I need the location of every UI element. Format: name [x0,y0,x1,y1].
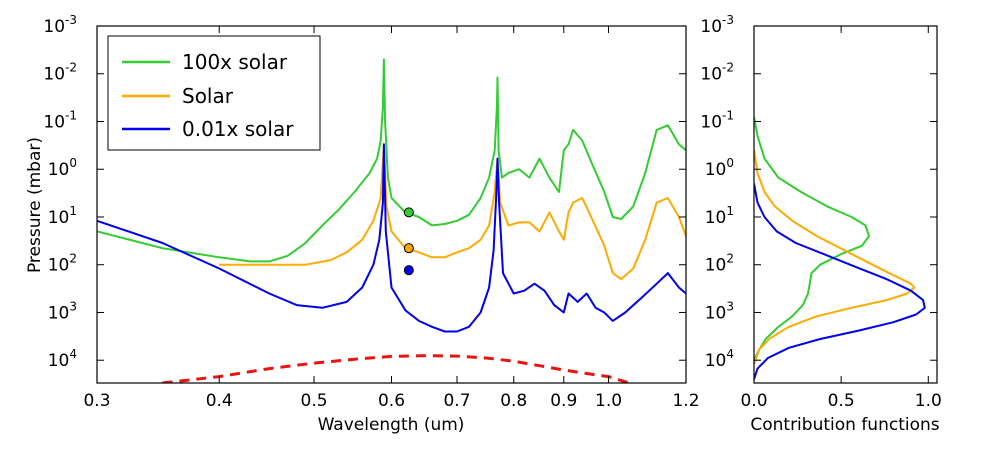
spectrum-y-tick-label: 100 [48,156,77,180]
spectrum-x-tick-label: 0.6 [378,391,405,411]
legend: 100x solar Solar 0.01x solar [107,35,321,151]
contribution-y-tick-label: 104 [705,347,734,371]
spectrum-y-tick-label: 102 [48,252,77,276]
contribution-y-tick-label: 100 [705,156,734,180]
spectrum-y-tick-label: 101 [48,204,77,228]
spectrum-y-tick-label: 104 [48,347,77,371]
spectrum-x-axis-label: Wavelength (um) [318,415,465,435]
spectrum-x-tick-label: 0.4 [206,391,233,411]
spectrum-x-tick-label: 0.7 [443,391,470,411]
spectrum-y-tick-label: 10-3 [43,13,77,37]
spectrum-solar-line [219,143,686,281]
spectrum-y-axis-label: Pressure (mbar) [25,137,45,273]
contribution-x-ticks: 0.0 0.5 1.0 [740,26,942,411]
contribution-y-tick-label: 10-3 [700,13,734,37]
legend-label-0-01x-solar: 0.01x solar [182,117,294,141]
contribution-series-group [754,116,926,380]
spectrum-x-tick-label: 0.9 [550,391,577,411]
reference-marker [403,207,414,218]
contribution-y-ticks: 10-3 10-2 10-1 100 101 102 103 104 [700,13,937,371]
spectrum-x-tick-label: 1.2 [672,391,699,411]
spectrum-y-tick-label: 10-2 [43,61,77,85]
contribution-y-tick-label: 10-2 [700,61,734,85]
contribution-y-tick-label: 101 [705,204,734,228]
contribution-x-tick-label: 1.0 [915,391,942,411]
contribution-x-axis-label: Contribution functions [750,415,939,435]
contribution-y-tick-label: 103 [705,299,734,323]
spectrum-series-group [97,58,686,383]
contribution-y-tick-label: 102 [705,252,734,276]
spectrum-y-tick-label: 10-1 [43,108,77,132]
spectrum-x-tick-label: 0.5 [301,391,328,411]
spectrum-panel: 0.3 0.4 0.5 0.6 0.7 0.8 0.9 1.0 1.2 10-3 10-2 10-1… [25,13,700,435]
contribution-plot-frame [753,25,938,384]
contribution-y-tick-label: 10-1 [700,108,734,132]
reference-marker [403,243,414,254]
spectrum-x-ticks: 0.3 0.4 0.5 0.6 0.7 0.8 0.9 1.0 1.2 [83,26,700,411]
spectrum-x-tick-label: 1.0 [595,391,622,411]
spectrum-y-tick-label: 103 [48,299,77,323]
contribution-0-01x-solar-line [754,183,926,380]
spectrum-reference-curve-line [162,354,630,383]
contribution-100x-solar-line [754,116,870,361]
legend-label-solar: Solar [182,84,234,108]
spectrum-x-tick-label: 0.8 [500,391,527,411]
contribution-x-tick-label: 0.0 [740,391,767,411]
spectrum-100x-solar-line [97,58,686,263]
reference-marker [403,265,414,276]
spectrum-x-tick-label: 0.3 [83,391,110,411]
contribution-panel: 0.0 0.5 1.0 10-3 10-2 10-1 100 101 102 103 104 Co… [700,13,941,435]
legend-label-100x-solar: 100x solar [182,50,288,74]
legend-box [107,35,321,151]
contribution-x-tick-label: 0.5 [828,391,855,411]
spectrum-0-01x-solar-line [97,143,686,333]
contribution-solar-line [754,150,916,365]
marker-group [403,207,414,276]
